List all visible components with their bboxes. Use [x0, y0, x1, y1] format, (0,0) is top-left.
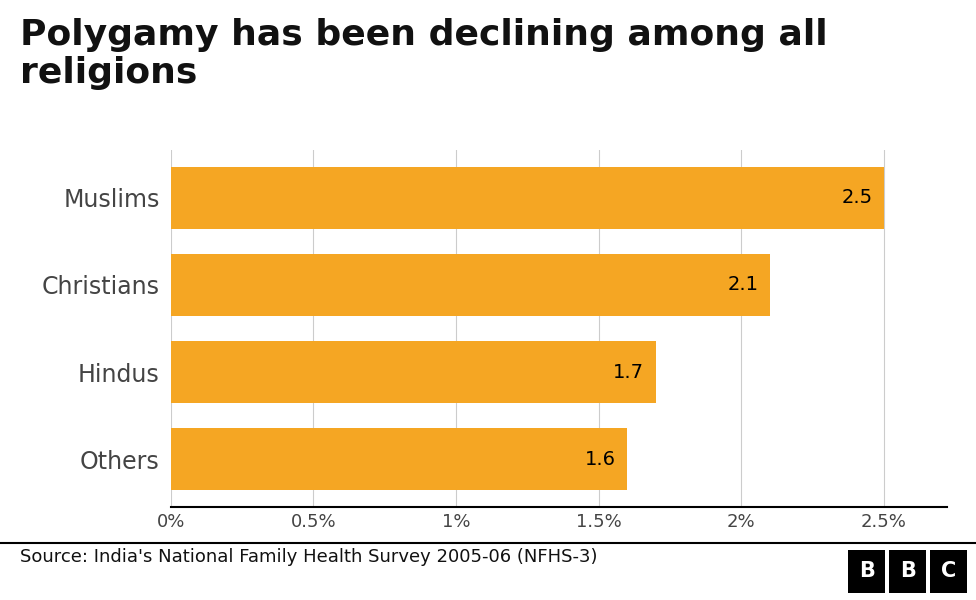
Text: Polygamy has been declining among all
religions: Polygamy has been declining among all re… — [20, 18, 827, 90]
Bar — [171, 254, 770, 316]
Text: B: B — [900, 561, 915, 581]
Bar — [171, 341, 656, 403]
Text: Source: India's National Family Health Survey 2005-06 (NFHS-3): Source: India's National Family Health S… — [20, 548, 597, 566]
Text: 1.7: 1.7 — [613, 362, 644, 382]
Text: 1.6: 1.6 — [585, 449, 616, 469]
Text: C: C — [941, 561, 956, 581]
Bar — [171, 167, 884, 229]
Text: 2.5: 2.5 — [841, 188, 873, 208]
Text: 2.1: 2.1 — [727, 275, 758, 295]
Text: B: B — [859, 561, 874, 581]
Bar — [171, 428, 628, 490]
